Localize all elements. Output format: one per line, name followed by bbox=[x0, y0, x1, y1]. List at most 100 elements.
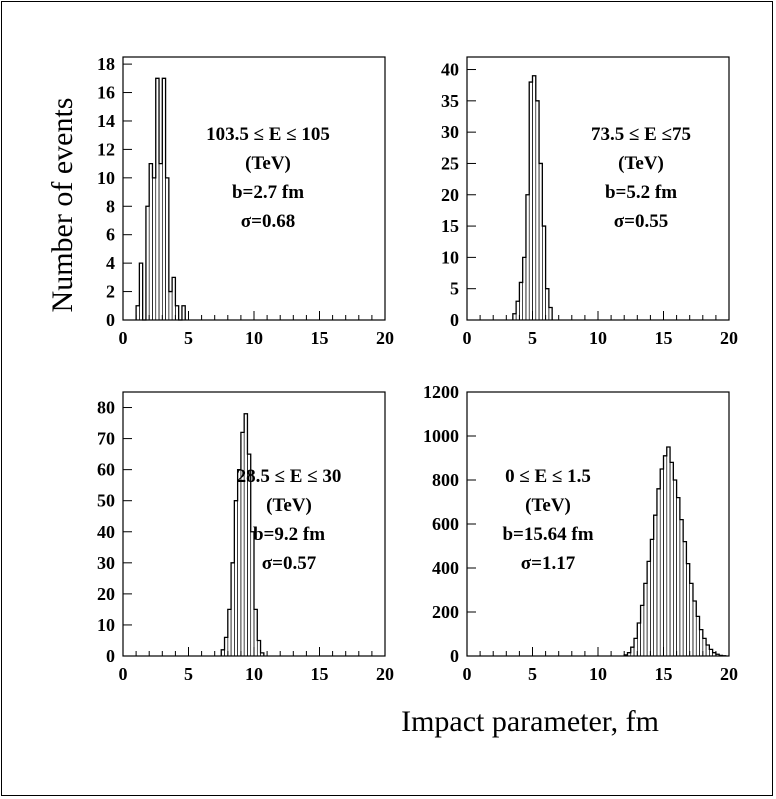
y-tick-label: 12 bbox=[97, 139, 115, 159]
y-tick-label: 14 bbox=[97, 111, 115, 131]
y-tick-label: 50 bbox=[97, 491, 115, 511]
annotation-line: σ=0.57 bbox=[262, 553, 317, 574]
annotation-line: 73.5 ≤ E ≤75 bbox=[591, 124, 691, 145]
y-tick-label: 10 bbox=[441, 247, 459, 267]
histogram-bar bbox=[669, 462, 674, 657]
y-tick-label: 4 bbox=[106, 253, 115, 273]
histogram-bar bbox=[542, 225, 546, 321]
annotation-line: (TeV) bbox=[245, 153, 291, 174]
y-tick-label: 80 bbox=[97, 398, 115, 418]
histogram-bar bbox=[175, 305, 179, 321]
annotation-line: (TeV) bbox=[618, 153, 664, 174]
y-tick-label: 20 bbox=[441, 185, 459, 205]
histogram-bar bbox=[168, 291, 173, 321]
histogram-bar bbox=[545, 288, 550, 321]
y-tick-label: 10 bbox=[97, 168, 115, 188]
y-tick-label: 20 bbox=[97, 584, 115, 604]
annotation-line: b=2.7 fm bbox=[232, 182, 304, 203]
annotation-line: 28.5 ≤ E ≤ 30 bbox=[237, 466, 342, 487]
x-tick-label: 15 bbox=[655, 664, 673, 684]
y-tick-label: 40 bbox=[97, 522, 115, 542]
y-tick-label: 1000 bbox=[423, 426, 459, 446]
x-tick-label: 20 bbox=[376, 328, 394, 348]
y-tick-label: 30 bbox=[97, 553, 115, 573]
histogram-outline bbox=[623, 446, 727, 657]
y-tick-label: 800 bbox=[432, 470, 459, 490]
x-tick-label: 5 bbox=[184, 328, 193, 348]
histogram-bar bbox=[253, 609, 258, 657]
x-tick-label: 10 bbox=[245, 328, 263, 348]
x-tick-label: 0 bbox=[463, 328, 472, 348]
x-tick-label: 20 bbox=[376, 664, 394, 684]
x-tick-label: 20 bbox=[720, 664, 738, 684]
histogram-bar bbox=[260, 652, 265, 657]
histogram-bar bbox=[171, 277, 176, 321]
annotation-line: 103.5 ≤ E ≤ 105 bbox=[206, 124, 330, 145]
x-axis-title: Impact parameter, fm bbox=[401, 705, 659, 738]
x-tick-label: 10 bbox=[589, 664, 607, 684]
annotation-line: (TeV) bbox=[525, 495, 571, 516]
y-tick-label: 70 bbox=[97, 429, 115, 449]
histogram-bar bbox=[659, 468, 664, 657]
x-tick-label: 0 bbox=[119, 664, 128, 684]
y-tick-label: 2 bbox=[106, 282, 115, 302]
annotation-line: (TeV) bbox=[266, 495, 312, 516]
x-tick-label: 15 bbox=[311, 664, 329, 684]
histogram-bar bbox=[676, 497, 681, 657]
histogram-bar bbox=[666, 446, 671, 657]
x-tick-label: 0 bbox=[463, 664, 472, 684]
histogram-bar bbox=[158, 163, 163, 321]
annotation-line: σ=0.68 bbox=[241, 211, 295, 232]
x-tick-label: 0 bbox=[119, 328, 128, 348]
histogram-bar bbox=[152, 177, 157, 321]
y-tick-label: 60 bbox=[97, 460, 115, 480]
y-tick-label: 1200 bbox=[423, 382, 459, 402]
y-tick-label: 200 bbox=[432, 602, 459, 622]
histogram-bar bbox=[532, 75, 537, 321]
x-tick-label: 5 bbox=[528, 664, 537, 684]
histogram-bar bbox=[256, 640, 261, 657]
y-tick-label: 16 bbox=[97, 83, 115, 103]
x-tick-label: 10 bbox=[589, 328, 607, 348]
y-tick-label: 6 bbox=[106, 225, 115, 245]
y-tick-label: 35 bbox=[441, 91, 459, 111]
y-tick-label: 0 bbox=[106, 646, 115, 666]
y-tick-label: 25 bbox=[441, 153, 459, 173]
histogram-bar bbox=[673, 479, 677, 657]
histogram-panel-2: 0 5 10 15 20 0 5 10 15 20 25 30 35 40 73.5 ≤ E ≤75 (TeV… bbox=[441, 56, 738, 348]
y-tick-label: 0 bbox=[450, 310, 459, 330]
y-tick-label: 400 bbox=[432, 558, 459, 578]
y-tick-label: 600 bbox=[432, 514, 459, 534]
y-tick-label: 5 bbox=[450, 279, 459, 299]
histogram-bar bbox=[165, 177, 170, 321]
x-tick-label: 5 bbox=[184, 664, 193, 684]
histogram-bar bbox=[663, 455, 668, 657]
x-tick-label: 15 bbox=[655, 328, 673, 348]
annotation-line: σ=1.17 bbox=[521, 553, 576, 574]
histogram-panel-3: 0 5 10 15 20 0 10 20 30 40 50 60 70 80 28.5 ≤ E ≤ 30 (T… bbox=[97, 391, 394, 684]
y-tick-label: 0 bbox=[450, 646, 459, 666]
y-tick-label: 8 bbox=[106, 196, 115, 216]
plot-frame bbox=[466, 56, 730, 321]
x-tick-label: 15 bbox=[311, 328, 329, 348]
y-tick-label: 30 bbox=[441, 122, 459, 142]
y-axis-title: Number of events bbox=[46, 98, 79, 313]
x-tick-label: 10 bbox=[245, 664, 263, 684]
x-tick-label: 5 bbox=[528, 328, 537, 348]
x-tick-label: 20 bbox=[720, 328, 738, 348]
histogram-bar bbox=[181, 305, 186, 321]
y-tick-label: 0 bbox=[106, 310, 115, 330]
annotation-line: b=9.2 fm bbox=[253, 524, 325, 545]
histogram-panel-1: 0 5 10 15 20 0 2 4 6 8 10 12 14 16 18 103.5 ≤ E ≤ 105 (T… bbox=[97, 54, 394, 348]
y-tick-label: 15 bbox=[441, 216, 459, 236]
y-tick-label: 18 bbox=[97, 54, 115, 74]
histogram-outline bbox=[135, 77, 186, 321]
annotation-line: b=15.64 fm bbox=[502, 524, 593, 545]
histogram-bar bbox=[250, 531, 255, 657]
histogram-bar bbox=[139, 262, 143, 321]
annotation-line: b=5.2 fm bbox=[605, 182, 677, 203]
histogram-bar bbox=[548, 307, 553, 321]
